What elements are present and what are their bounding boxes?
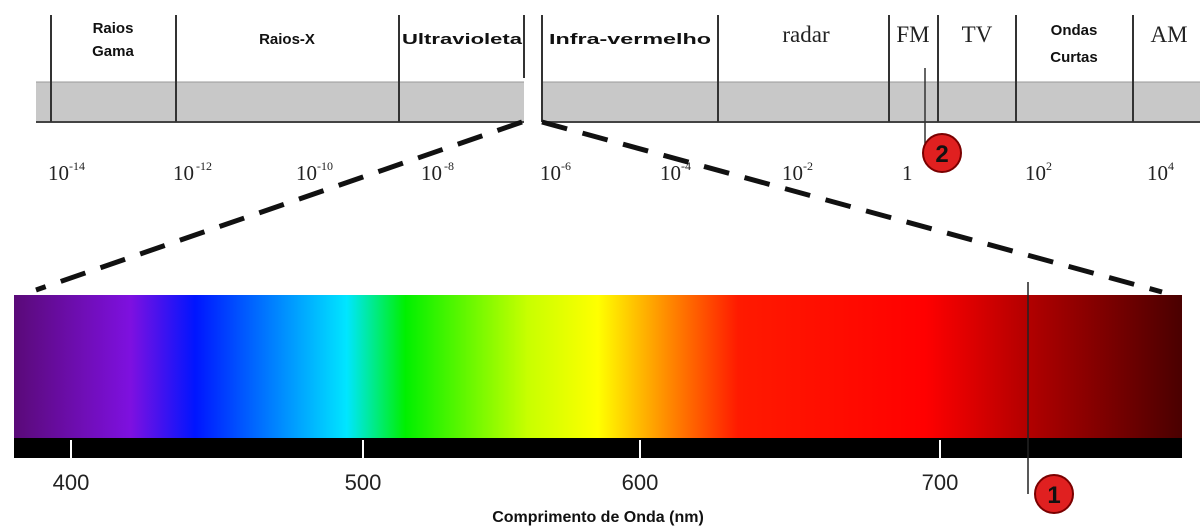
- tick-label: 10-6: [540, 159, 571, 185]
- nm-label-600: 600: [622, 470, 659, 495]
- marker-1-circle: [1034, 474, 1074, 514]
- tick-label: 10-4: [660, 159, 691, 185]
- band-label-infra-vermelho: Infra-vermelho: [549, 31, 711, 48]
- band-label-ondas-curtas-1: Ondas: [1051, 22, 1098, 39]
- tick-label: 1: [902, 161, 913, 185]
- band-label-fm: FM: [896, 22, 929, 47]
- visible-axis-ticks: [70, 440, 941, 458]
- zoom-dashed-line-right: [541, 119, 1163, 295]
- axis-title: Comprimento de Onda (nm): [492, 509, 704, 526]
- spectrum-band-gray-left: [36, 82, 524, 122]
- tick-label: 10 -8: [421, 159, 454, 185]
- spectrum-band-gray-right: [542, 82, 1200, 122]
- zoom-dashed-line-left: [35, 119, 523, 293]
- nm-label-500: 500: [345, 470, 382, 495]
- band-label-ultravioleta: Ultravioleta: [402, 31, 523, 48]
- tick-label: 10-10: [296, 159, 333, 185]
- nm-label-400: 400: [53, 470, 90, 495]
- marker-2-circle: [922, 133, 962, 173]
- tick-label: 10-2: [782, 159, 813, 185]
- visible-spectrum-axis-bar: [14, 438, 1182, 458]
- tick-label: 104: [1147, 159, 1174, 185]
- nm-label-700: 700: [922, 470, 959, 495]
- marker-1-label: 1: [1047, 482, 1060, 509]
- marker-2-label: 2: [935, 141, 948, 168]
- tick-label: 10 -12: [173, 159, 212, 185]
- band-label-tv: TV: [962, 22, 993, 47]
- tick-label: 102: [1025, 159, 1052, 185]
- tick-label: 10-14: [48, 159, 85, 185]
- band-label-ondas-curtas-2: Curtas: [1050, 49, 1098, 66]
- band-label-raios-gama-2: Gama: [92, 43, 134, 60]
- band-label-raios-x: Raios-X: [259, 31, 315, 48]
- band-label-radar: radar: [782, 22, 830, 47]
- band-label-am: AM: [1150, 22, 1187, 47]
- visible-spectrum-gradient: [14, 295, 1182, 438]
- tick-labels: 10-14 10 -12 10-10 10 -8 10-6 10-4 10-2 1 …: [48, 159, 1174, 185]
- band-label-raios-gama-1: Raios: [93, 20, 134, 37]
- band-dividers: [50, 15, 1134, 122]
